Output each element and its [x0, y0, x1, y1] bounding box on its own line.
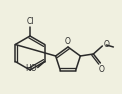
Text: Cl: Cl	[26, 17, 34, 26]
Text: O: O	[65, 37, 71, 46]
Text: HO: HO	[25, 64, 37, 73]
Text: O: O	[98, 65, 104, 74]
Text: O: O	[104, 41, 110, 49]
